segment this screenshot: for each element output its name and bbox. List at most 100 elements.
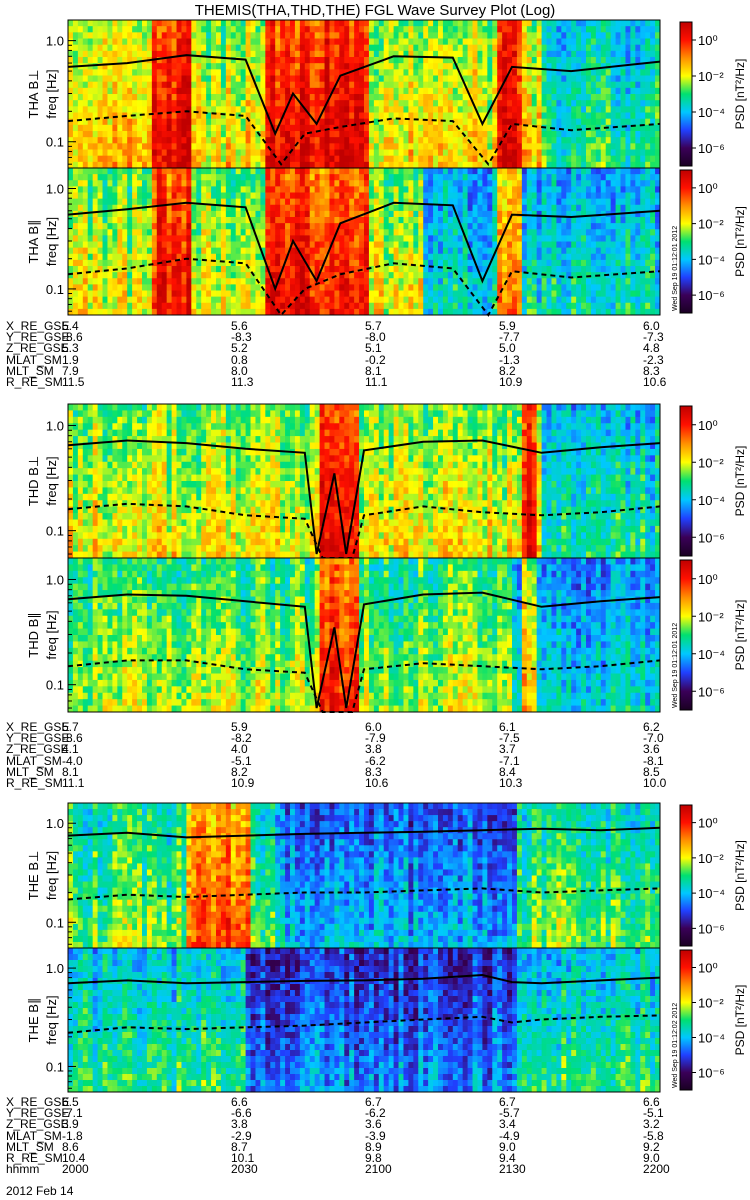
spectrogram-cell — [97, 272, 103, 279]
spectrogram-cell — [196, 168, 202, 175]
spectrogram-cell — [240, 124, 246, 132]
spectrogram-cell — [285, 75, 291, 83]
spectrogram-cell — [442, 210, 449, 218]
spectrogram-cell — [364, 296, 370, 304]
spectrogram-cell — [482, 174, 488, 181]
spectrogram-cell — [492, 57, 498, 64]
spectrogram-cell — [452, 229, 459, 236]
spectrogram-cell — [270, 241, 276, 249]
spectrogram-cell — [576, 124, 582, 132]
spectrogram-cell — [630, 94, 636, 101]
spectrogram-cell — [146, 143, 153, 150]
spectrogram-cell — [196, 253, 202, 261]
spectrogram-cell — [368, 272, 375, 279]
spectrogram-cell — [625, 131, 631, 138]
spectrogram-cell — [418, 192, 424, 200]
spectrogram-cell — [655, 131, 661, 138]
spectrogram-cell — [206, 198, 212, 206]
spectrogram-cell — [502, 155, 508, 163]
spectrogram-cell — [477, 50, 483, 58]
spectrogram-cell — [457, 241, 464, 249]
spectrogram-cell — [181, 57, 187, 64]
spectrogram-cell — [359, 137, 365, 144]
spectrogram-cell — [324, 57, 330, 64]
spectrogram-cell — [650, 137, 656, 144]
spectrogram-cell — [605, 131, 612, 138]
spectrogram-cell — [255, 106, 261, 113]
spectrogram-cell — [600, 26, 607, 33]
spectrogram-cell — [477, 32, 483, 39]
spectrogram-cell — [156, 137, 163, 144]
spectrogram-cell — [556, 32, 562, 39]
spectrogram-cell — [206, 20, 212, 27]
spectrogram-cell — [368, 217, 375, 224]
spectrogram-cell — [225, 278, 232, 285]
spectrogram-cell — [196, 241, 202, 249]
spectrogram-cell — [201, 192, 207, 200]
spectrogram-cell — [142, 278, 148, 285]
spectrogram-cell — [640, 106, 646, 113]
spectrogram-cell — [299, 131, 306, 138]
spectrogram-cell — [413, 124, 419, 132]
spectrogram-cell — [290, 87, 296, 95]
spectrogram-cell — [314, 223, 320, 230]
spectrogram-cell — [137, 124, 143, 132]
spectrogram-cell — [255, 284, 261, 291]
spectrogram-cell — [324, 247, 330, 255]
spectrogram-cell — [151, 168, 158, 175]
spectrogram-cell — [640, 38, 646, 46]
spectrogram-cell — [132, 118, 138, 126]
spectrogram-cell — [344, 161, 350, 169]
spectrogram-cell — [225, 247, 232, 255]
spectrogram-cell — [576, 26, 582, 33]
spectrogram-cell — [378, 296, 385, 304]
spectrogram-cell — [388, 38, 394, 46]
spectrogram-cell — [408, 81, 414, 89]
spectrogram-cell — [502, 69, 508, 76]
spectrogram-cell — [388, 272, 394, 279]
spectrogram-cell — [364, 124, 370, 132]
spectrogram-cell — [171, 168, 177, 175]
spectrogram-cell — [487, 253, 493, 261]
spectrogram-cell — [156, 272, 163, 279]
spectrogram-cell — [655, 38, 661, 46]
spectrogram-cell — [467, 229, 473, 236]
spectrogram-cell — [551, 100, 557, 107]
spectrogram-cell — [87, 124, 94, 132]
spectrogram-cell — [364, 198, 370, 206]
spectrogram-cell — [191, 50, 197, 58]
spectrogram-cell — [536, 161, 542, 169]
spectrogram-cell — [487, 296, 493, 304]
spectrogram-cell — [551, 87, 557, 95]
spectrogram-cell — [472, 112, 478, 120]
spectrogram-cell — [255, 308, 261, 316]
spectrogram-cell — [413, 174, 419, 181]
spectrogram-cell — [117, 253, 123, 261]
spectrogram-cell — [87, 87, 94, 95]
spectrogram-cell — [368, 229, 375, 236]
spectrogram-cell — [462, 192, 468, 200]
spectrogram-cell — [393, 247, 399, 255]
spectrogram-cell — [442, 284, 449, 291]
spectrogram-cell — [235, 290, 242, 298]
spectrogram-cell — [127, 26, 133, 33]
spectrogram-cell — [546, 75, 552, 83]
spectrogram-cell — [82, 149, 89, 157]
spectrogram-cell — [418, 223, 424, 230]
spectrogram-cell — [72, 272, 79, 279]
spectrogram-cell — [536, 50, 542, 58]
spectrogram-cell — [186, 124, 192, 132]
spectrogram-cell — [275, 186, 281, 193]
spectrogram-cell — [378, 217, 385, 224]
spectrogram-cell — [477, 44, 483, 52]
spectrogram-cell — [270, 229, 276, 236]
spectrogram-cell — [403, 296, 409, 304]
spectrogram-cell — [566, 106, 572, 113]
spectrogram-cell — [418, 217, 424, 224]
spectrogram-cell — [487, 137, 493, 144]
spectrogram-cell — [186, 278, 192, 285]
spectrogram-cell — [117, 229, 123, 236]
spectrogram-cell — [137, 20, 143, 27]
spectrogram-cell — [423, 137, 429, 144]
colorbar-label: PSD [nT²/Hz] — [733, 59, 747, 130]
